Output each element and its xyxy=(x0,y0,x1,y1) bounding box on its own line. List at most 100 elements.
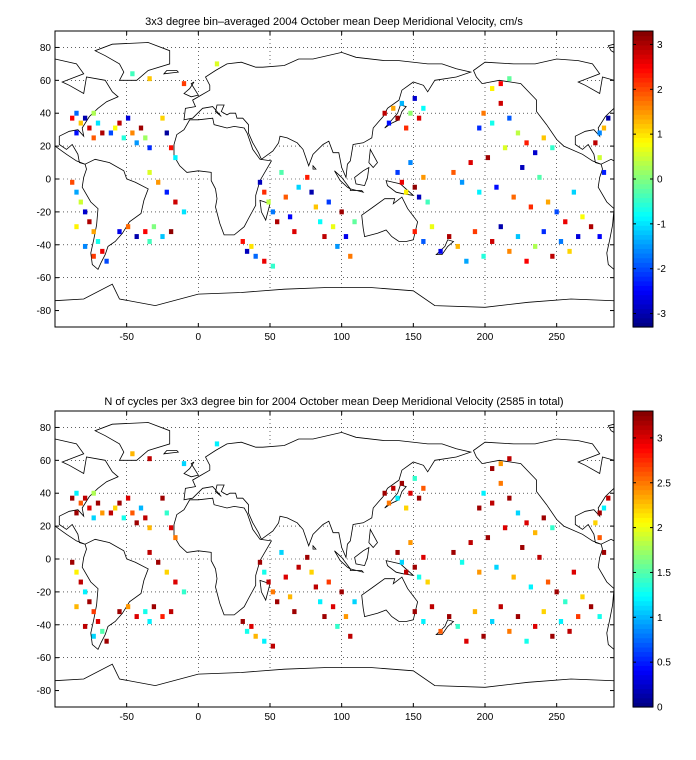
bottom-data-cell xyxy=(541,609,546,615)
top-colorbar-swatch xyxy=(633,132,653,138)
bottom-data-cell xyxy=(249,623,254,629)
bottom-y-tick-label: 40 xyxy=(40,489,52,500)
bottom-data-cell xyxy=(147,456,152,462)
bottom-colorbar-swatch xyxy=(633,572,653,579)
top-x-tick-label: -50 xyxy=(119,332,134,343)
bottom-data-cell xyxy=(481,633,486,639)
bottom-data-cell xyxy=(490,619,495,624)
top-data-cell xyxy=(70,179,75,185)
bottom-colorbar-swatch xyxy=(633,494,653,500)
top-colorbar-swatch xyxy=(633,72,653,78)
top-y-tick-label: 40 xyxy=(40,109,52,120)
top-data-cell xyxy=(164,130,169,136)
top-data-cell xyxy=(485,155,491,161)
top-colorbar-swatch xyxy=(633,290,653,296)
top-x-tick-label: 0 xyxy=(196,332,202,343)
bottom-data-cell xyxy=(412,564,417,570)
bottom-colorbar-swatch xyxy=(633,623,653,629)
top-colorbar-swatch xyxy=(633,183,653,189)
top-colorbar-swatch xyxy=(633,257,653,263)
top-coastline xyxy=(183,81,199,98)
bottom-data-cell xyxy=(395,495,400,501)
top-data-cell xyxy=(117,229,122,235)
top-colorbar-swatch xyxy=(633,91,653,97)
top-data-cell xyxy=(309,189,314,195)
bottom-data-cell xyxy=(438,628,443,634)
bottom-colorbar-swatch xyxy=(633,424,653,431)
top-data-cell xyxy=(104,258,109,264)
top-colorbar-swatch xyxy=(633,285,653,291)
top-colorbar-swatch xyxy=(633,229,653,236)
top-colorbar-swatch xyxy=(633,86,653,92)
bottom-colorbar-swatch xyxy=(633,642,653,648)
bottom-data-cell xyxy=(421,485,426,491)
bottom-x-tick-label: 0 xyxy=(196,712,202,723)
bottom-data-cell xyxy=(451,549,456,555)
top-coastline xyxy=(183,51,473,179)
top-data-cell xyxy=(74,130,79,136)
bottom-data-cell xyxy=(494,564,499,570)
bottom-coastline xyxy=(94,422,171,461)
top-data-cell xyxy=(541,229,546,235)
top-colorbar-swatch xyxy=(633,192,653,199)
bottom-colorbar-swatch xyxy=(633,656,653,662)
top-coastline xyxy=(173,117,273,236)
top-colorbar-swatch xyxy=(633,299,653,305)
top-data-cell xyxy=(352,219,357,225)
bottom-x-tick-label: 50 xyxy=(264,712,276,723)
bottom-colorbar-tick-label: 0.5 xyxy=(657,658,671,669)
top-data-cell xyxy=(113,125,118,131)
bottom-data-cell xyxy=(477,569,482,575)
top-data-cell xyxy=(477,125,482,131)
top-coastlines xyxy=(54,42,615,328)
bottom-y-ticks: -80 -60 -40 -20 0 20 40 60 80 xyxy=(37,423,614,697)
bottom-colorbar-swatch xyxy=(633,535,653,542)
top-data-cell xyxy=(130,71,135,77)
top-colorbar-swatch xyxy=(633,35,653,41)
top-colorbar-swatch xyxy=(633,294,653,300)
top-colorbar-swatch xyxy=(633,151,653,157)
top-data-cell xyxy=(404,189,409,195)
top-data-cell xyxy=(87,125,92,131)
top-data-cell xyxy=(322,234,327,240)
bottom-data-cell xyxy=(571,569,577,575)
top-colorbar-tick-label: 1 xyxy=(657,130,663,141)
top-data-cell xyxy=(429,224,435,230)
bottom-chart-title: N of cycles per 3x3 degree bin for 2004 … xyxy=(104,396,563,408)
bottom-data-cell xyxy=(70,559,75,565)
bottom-colorbar-swatch xyxy=(633,554,653,560)
top-colorbar-swatch xyxy=(633,146,653,152)
bottom-data-cell xyxy=(104,638,109,644)
top-data-cell xyxy=(533,243,538,249)
bottom-colorbar-swatch xyxy=(633,452,653,458)
bottom-data-cell xyxy=(138,505,144,511)
top-coastline xyxy=(368,148,378,169)
bottom-data-cell xyxy=(468,540,473,546)
top-data-cell xyxy=(490,239,495,244)
bottom-data-cell xyxy=(82,495,88,501)
top-data-cell xyxy=(292,229,297,235)
top-colorbar-swatch xyxy=(633,174,653,180)
bottom-data-cell xyxy=(287,594,293,600)
top-data-cell xyxy=(408,110,413,116)
bottom-data-cell xyxy=(91,633,96,639)
bottom-data-cell xyxy=(296,564,301,570)
bottom-colorbar-swatch xyxy=(633,498,653,505)
top-data-cell xyxy=(545,199,551,205)
top-data-cell xyxy=(330,224,336,230)
top-data-cell xyxy=(412,95,417,101)
top-data-cell xyxy=(156,179,161,185)
top-data-cell xyxy=(125,115,131,121)
top-data-cell xyxy=(395,169,400,175)
bottom-data-cell xyxy=(309,569,314,575)
top-data-cell xyxy=(477,189,482,195)
bottom-colorbar-swatch xyxy=(633,637,653,643)
top-colorbar-swatch xyxy=(633,266,653,273)
top-data-cell xyxy=(160,234,165,240)
bottom-coastline xyxy=(334,550,351,570)
top-colorbar-swatch xyxy=(633,128,653,134)
top-data-cell xyxy=(164,189,169,195)
top-colorbar-swatch xyxy=(633,137,653,143)
top-data-cell xyxy=(416,115,422,121)
